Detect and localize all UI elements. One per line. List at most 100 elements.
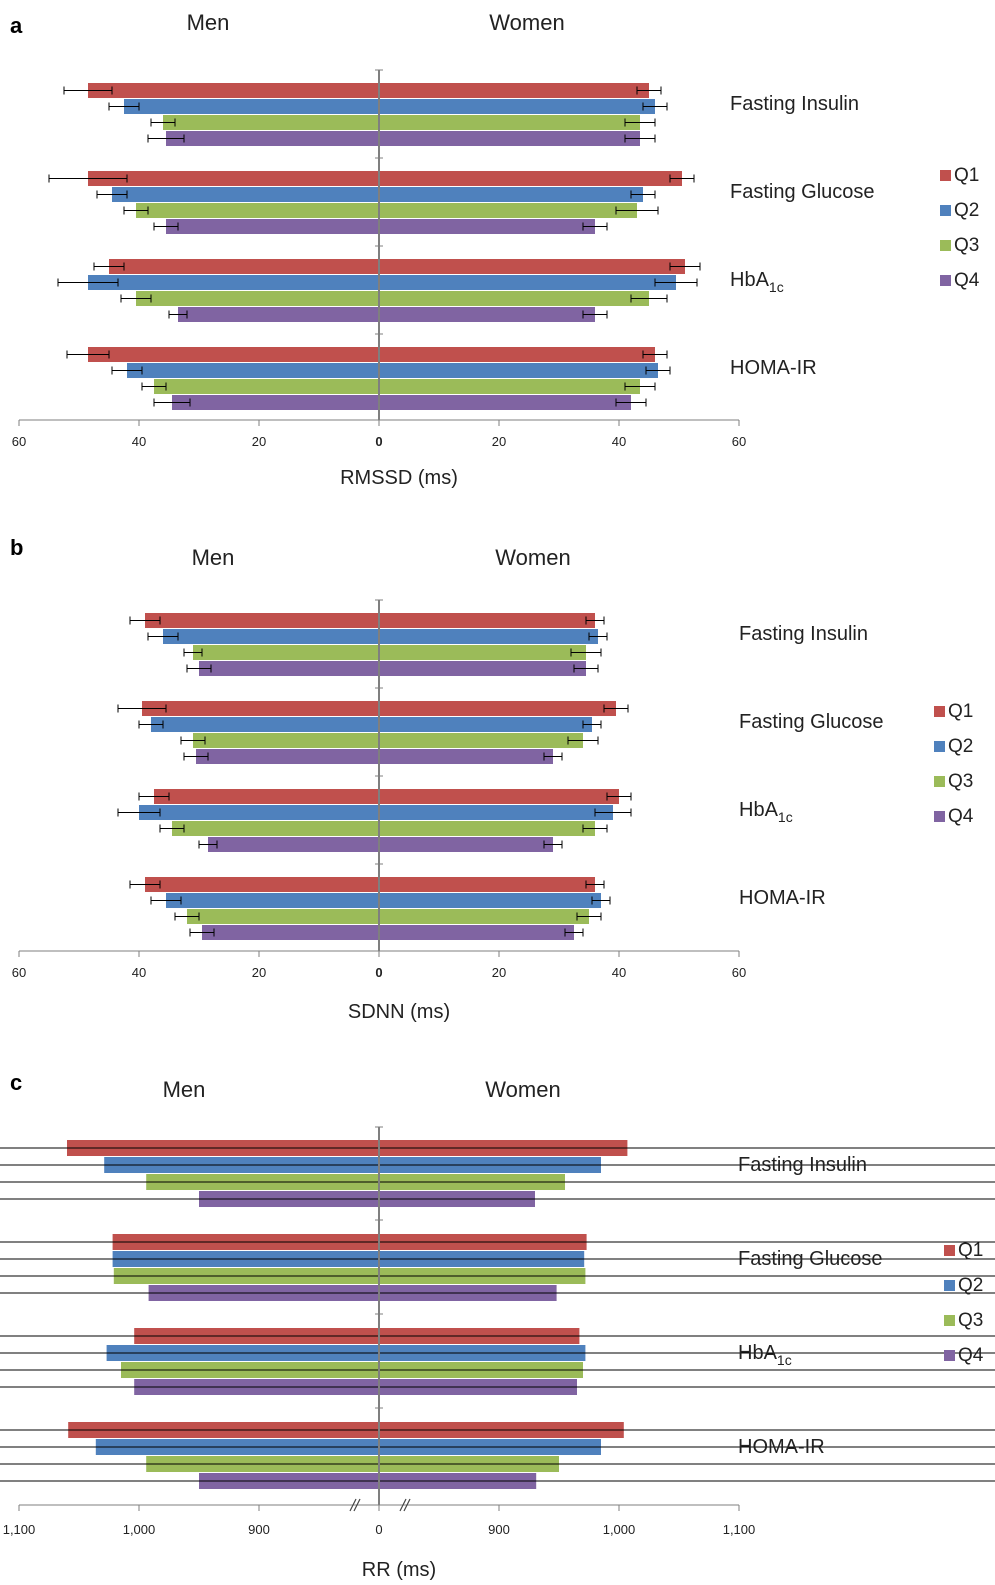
legend-swatch-Q2 <box>940 205 951 216</box>
category-label: HbA1c <box>738 1342 792 1368</box>
panel-a: a Men Women Fasting Insulin Fasting Glucose H… <box>10 10 980 489</box>
bar-women-Q2 <box>379 629 598 644</box>
bar-women-Q3 <box>379 379 640 394</box>
bar-men-Q3 <box>163 115 379 130</box>
bar-women-Q2 <box>379 275 676 290</box>
legend-swatch-Q1 <box>934 706 945 717</box>
category-label-subscript: 1c <box>778 809 793 825</box>
bar-women-Q4 <box>379 131 640 146</box>
bar-men-Q1 <box>88 171 379 186</box>
category-label: HOMA-IR <box>730 357 817 379</box>
x-tick-label: 40 <box>132 434 146 449</box>
bar-women-Q1 <box>379 613 595 628</box>
bar-women-Q4 <box>379 395 631 410</box>
x-tick-label: 60 <box>12 434 26 449</box>
bar-women-Q2 <box>379 187 643 202</box>
x-tick-label: 900 <box>248 1522 270 1537</box>
bar-men-Q2 <box>124 99 379 114</box>
men-title: Men <box>163 1077 206 1102</box>
bar-men-Q4 <box>208 837 379 852</box>
x-axis-label: SDNN (ms) <box>348 1001 450 1023</box>
category-label: HbA1c <box>739 799 793 825</box>
bar-men-Q4 <box>166 219 379 234</box>
bar-men-Q2 <box>151 717 379 732</box>
legend-swatch-Q2 <box>934 741 945 752</box>
bar-men-Q3 <box>154 379 379 394</box>
bar-women-Q4 <box>379 749 553 764</box>
legend-swatch-Q1 <box>944 1245 955 1256</box>
x-tick-label: 20 <box>252 965 266 980</box>
legend-swatch-Q4 <box>940 275 951 286</box>
legend-label: Q4 <box>948 806 974 827</box>
bar-women-Q3 <box>379 821 595 836</box>
legend-label: Q1 <box>954 165 979 186</box>
x-tick-label: 900 <box>488 1522 510 1537</box>
bar-women-Q4 <box>379 307 595 322</box>
category-label: HOMA-IR <box>739 887 826 909</box>
bar-men-Q1 <box>88 83 379 98</box>
bar-men-Q1 <box>109 259 379 274</box>
axis-break-mark <box>349 1498 357 1512</box>
bar-men-Q2 <box>166 893 379 908</box>
bar-men-Q3 <box>172 821 379 836</box>
bar-women-Q4 <box>379 219 595 234</box>
bar-men-Q3 <box>136 203 379 218</box>
legend-swatch-Q3 <box>944 1315 955 1326</box>
bar-men-Q2 <box>139 805 379 820</box>
bar-women-Q2 <box>379 99 655 114</box>
women-title: Women <box>489 10 564 35</box>
bar-women-Q3 <box>379 733 583 748</box>
x-tick-label: 20 <box>492 965 506 980</box>
bar-women-Q3 <box>379 291 649 306</box>
x-tick-label-center: 0 <box>375 965 382 980</box>
x-axis-label: RMSSD (ms) <box>340 467 458 489</box>
bar-women-Q3 <box>379 909 589 924</box>
category-label: Fasting Insulin <box>730 93 859 115</box>
panel-b: b Men Women Fasting Insulin Fasting Glucose H… <box>10 535 974 1023</box>
bar-women-Q4 <box>379 661 586 676</box>
bar-men-Q2 <box>112 187 379 202</box>
bar-men-Q4 <box>202 925 379 940</box>
panel-letter: c <box>10 1070 22 1095</box>
x-tick-label: 60 <box>12 965 26 980</box>
legend-label: Q2 <box>954 200 979 221</box>
women-title: Women <box>485 1077 560 1102</box>
women-title: Women <box>495 545 570 570</box>
bar-women-Q1 <box>379 789 619 804</box>
x-tick-label: 40 <box>132 965 146 980</box>
x-tick-label: 1,000 <box>603 1522 636 1537</box>
bar-women-Q1 <box>379 83 649 98</box>
legend-label: Q1 <box>958 1240 983 1261</box>
panel-letter: a <box>10 13 23 38</box>
x-tick-label-center: 0 <box>375 1522 382 1537</box>
bar-women-Q3 <box>379 645 586 660</box>
x-tick-label: 1,000 <box>123 1522 156 1537</box>
category-label: HbA1c <box>730 269 784 295</box>
bar-women-Q1 <box>379 171 682 186</box>
bar-men-Q3 <box>193 733 379 748</box>
bar-men-Q1 <box>88 347 379 362</box>
legend-label: Q3 <box>958 1310 983 1331</box>
bar-men-Q1 <box>145 877 379 892</box>
legend-label: Q2 <box>948 736 973 757</box>
bar-men-Q3 <box>193 645 379 660</box>
category-label-subscript: 1c <box>777 1352 792 1368</box>
legend-swatch-Q3 <box>934 776 945 787</box>
bar-men-Q2 <box>88 275 379 290</box>
legend-label: Q4 <box>954 270 980 291</box>
bar-women-Q3 <box>379 115 640 130</box>
bar-women-Q1 <box>379 347 655 362</box>
x-tick-label: 20 <box>492 434 506 449</box>
category-label: Fasting Insulin <box>739 623 868 645</box>
legend-swatch-Q4 <box>934 811 945 822</box>
category-label: Fasting Glucose <box>738 1248 883 1270</box>
men-title: Men <box>192 545 235 570</box>
category-label-subscript: 1c <box>769 279 784 295</box>
bar-men-Q2 <box>127 363 379 378</box>
bar-men-Q3 <box>187 909 379 924</box>
bar-women-Q2 <box>379 893 601 908</box>
category-label: Fasting Insulin <box>738 1154 867 1176</box>
legend-label: Q3 <box>948 771 973 792</box>
bar-men-Q4 <box>172 395 379 410</box>
